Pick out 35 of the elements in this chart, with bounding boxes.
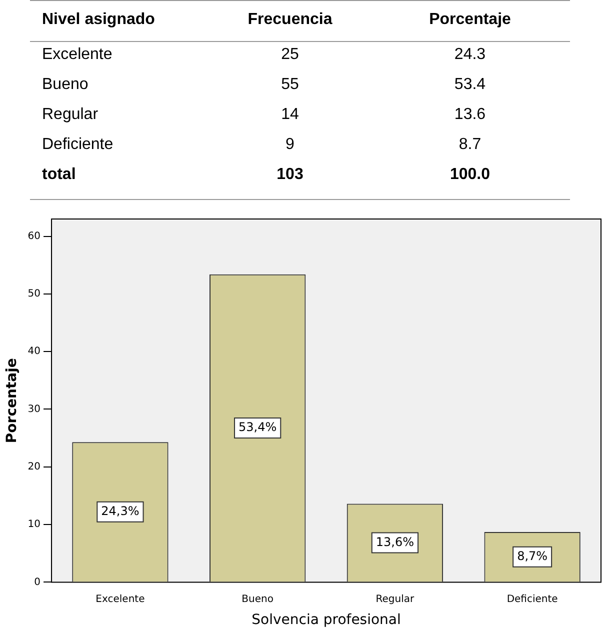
y-tick-label: 20 <box>28 461 41 472</box>
text: Bueno <box>42 76 88 94</box>
text: Frecuencia <box>248 11 332 29</box>
y-axis-title: Porcentaje <box>4 358 20 444</box>
x-tick-label: Excelente <box>96 594 145 605</box>
text: 14 <box>281 106 299 124</box>
y-tick-label: 60 <box>28 230 41 242</box>
text: Excelente <box>42 46 112 64</box>
y-tick-label: 10 <box>28 519 41 530</box>
data-label: 8,7% <box>517 548 548 563</box>
text: Regular <box>42 106 98 124</box>
y-tick-label: 30 <box>28 404 41 415</box>
text: 24.3 <box>454 46 486 64</box>
x-tick-label: Regular <box>376 594 416 605</box>
data-label: 53,4% <box>238 420 277 434</box>
y-tick-label: 0 <box>34 576 41 588</box>
text: Deficiente <box>42 136 114 154</box>
text: 9 <box>286 136 294 154</box>
data-label: 24,3% <box>101 504 140 518</box>
data-label: 13,6% <box>376 534 414 549</box>
text: 100.0 <box>450 166 490 184</box>
text: Porcentaje <box>429 11 511 29</box>
text: 53.4 <box>454 76 486 94</box>
text: 55 <box>281 76 299 94</box>
y-tick-label: 40 <box>28 346 41 358</box>
x-tick-label: Bueno <box>242 594 274 605</box>
text: 13.6 <box>454 106 486 124</box>
text: 103 <box>276 166 304 184</box>
x-tick-label: Deficiente <box>506 594 558 605</box>
text: 25 <box>281 46 299 64</box>
y-tick-label: 50 <box>28 288 41 300</box>
text: total <box>42 166 76 184</box>
text: 8.7 <box>458 136 482 154</box>
text: Nivel asignado <box>42 11 155 29</box>
x-axis-title: Solvencia profesional <box>252 612 401 628</box>
